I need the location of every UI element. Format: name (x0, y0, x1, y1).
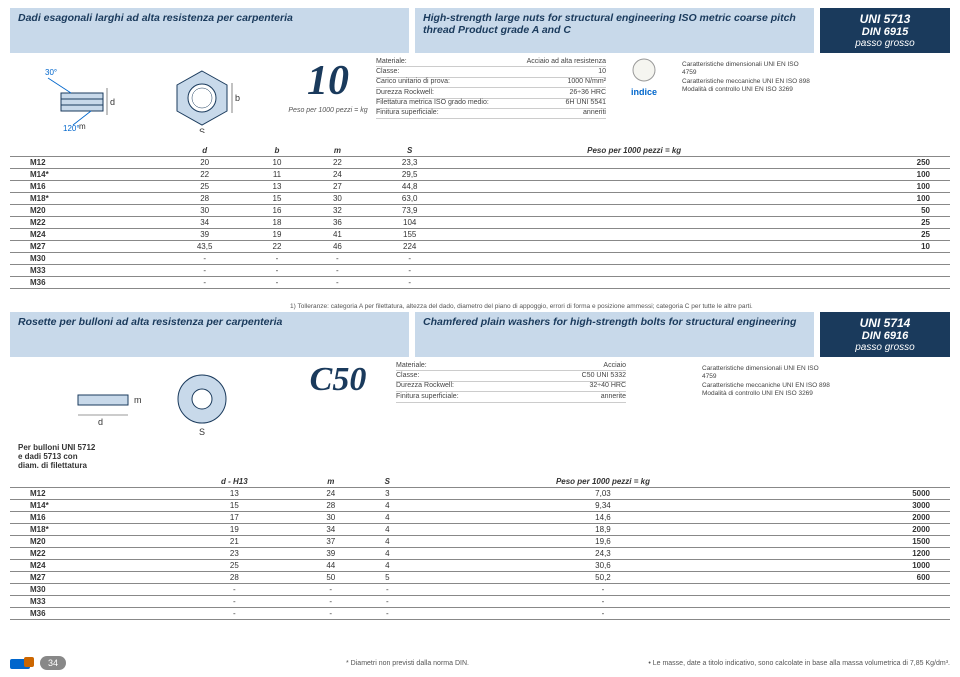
spec-list-1: Materiale:Acciaio ad alta resistenzaClas… (376, 57, 606, 119)
table-row: M14*152849,343000 (10, 500, 950, 512)
section2-title-it: Rosette per bulloni ad alta resistenza p… (10, 312, 409, 357)
washers-table: d - H13mSPeso per 1000 pezzi = kgM121324… (10, 476, 950, 620)
svg-text:30°: 30° (45, 68, 57, 77)
svg-text:d: d (110, 97, 115, 107)
table-row: M30---- (10, 584, 950, 596)
table-row: M36---- (10, 277, 950, 289)
svg-text:120°: 120° (63, 124, 80, 133)
table-row: M1625132744,8100 (10, 181, 950, 193)
svg-text:d: d (98, 417, 103, 427)
standard-box-2: UNI 5714 DIN 6916 passo grosso (820, 312, 950, 357)
table-row: M2030163273,950 (10, 205, 950, 217)
table-row: M2743,5224622410 (10, 241, 950, 253)
svg-text:S: S (199, 427, 205, 437)
table-row: M18*28153063,0100 (10, 193, 950, 205)
svg-text:m: m (79, 122, 86, 131)
table-row: M33---- (10, 596, 950, 608)
table-row: M33---- (10, 265, 950, 277)
material-code: C50 (288, 361, 388, 399)
class-number: 10 (288, 57, 368, 105)
table-row: M36---- (10, 608, 950, 620)
svg-text:b: b (235, 93, 240, 103)
table-row: M18*1934418,92000 (10, 524, 950, 536)
tolerance-note: 1) Tolleranze: categoria A per filettatu… (290, 303, 950, 310)
table-row: M222339424,31200 (10, 548, 950, 560)
table-row: M30---- (10, 253, 950, 265)
washer-diagram: m d S (10, 361, 280, 443)
bolt-prenote: Per bulloni UNI 5712e dadi 5713 condiam.… (10, 443, 950, 470)
nut-diagram: 30° 120° m d b S (10, 57, 280, 139)
table-row: M14*22112429,5100 (10, 169, 950, 181)
notes-2: Caratteristiche dimensionali UNI EN ISO … (702, 365, 832, 399)
nuts-table: dbmSPeso per 1000 pezzi = kgM1220102223,… (10, 145, 950, 289)
section1-title-en: High-strength large nuts for structural … (415, 8, 814, 53)
standard-box-1: UNI 5713 DIN 6915 passo grosso (820, 8, 950, 53)
notes-1: Caratteristiche dimensionali UNI EN ISO … (682, 61, 812, 95)
table-row: M242544430,61000 (10, 560, 950, 572)
page-footer: 34 * Diametri non previsti dalla norma D… (10, 655, 950, 671)
table-row: M1220102223,3250 (10, 157, 950, 169)
table-row: M161730414,62000 (10, 512, 950, 524)
spec-list-2: Materiale:AcciaioClasse:C50 UNI 5332Dure… (396, 361, 626, 403)
table-row: M2234183610425 (10, 217, 950, 229)
table-row: M272850550,2600 (10, 572, 950, 584)
svg-text:S: S (199, 127, 205, 133)
svg-text:m: m (134, 395, 142, 405)
indice-link[interactable]: indice (614, 57, 674, 97)
section2-title-en: Chamfered plain washers for high-strengt… (415, 312, 814, 357)
logo-icon (10, 655, 34, 671)
page-number: 34 (40, 656, 66, 670)
table-row: M2439194115525 (10, 229, 950, 241)
table-row: M12132437,035000 (10, 488, 950, 500)
table-row: M202137419,61500 (10, 536, 950, 548)
section1-title-it: Dadi esagonali larghi ad alta resistenza… (10, 8, 409, 53)
